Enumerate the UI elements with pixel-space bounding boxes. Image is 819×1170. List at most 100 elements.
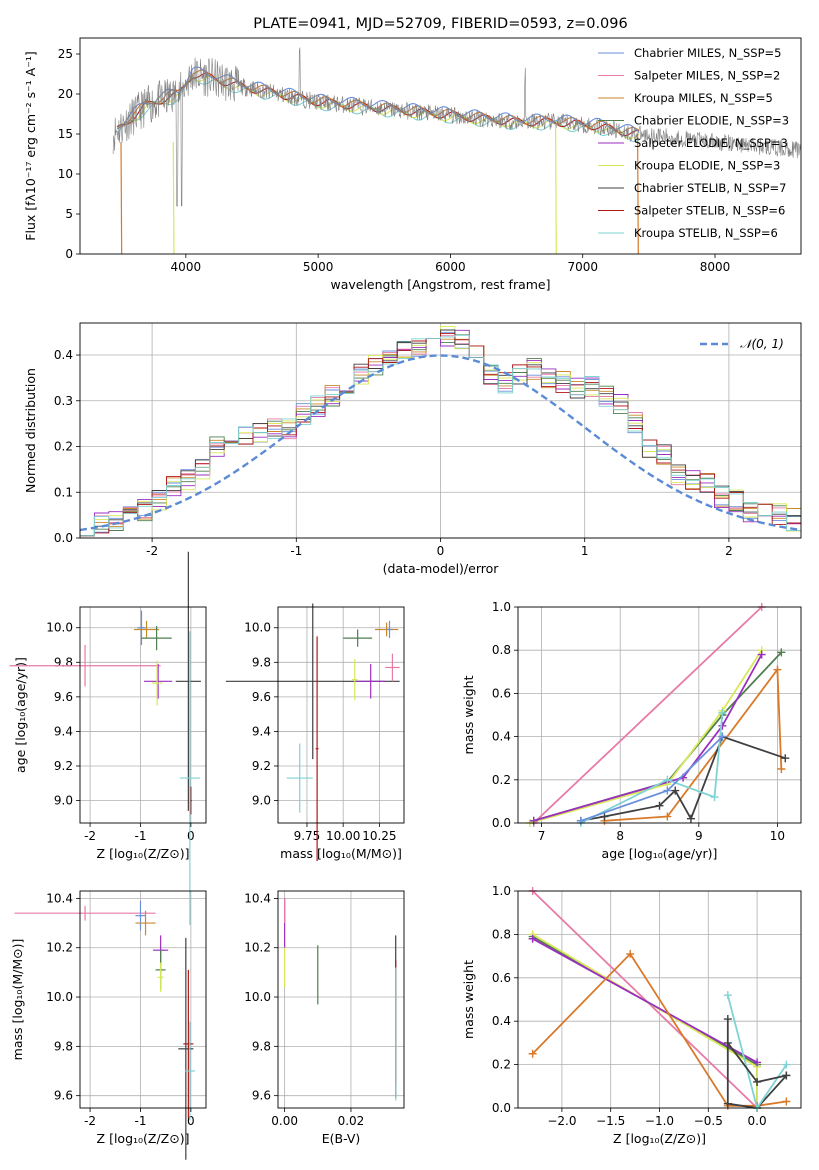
y-tick-label: 15 bbox=[58, 127, 73, 141]
x-tick-label: 9 bbox=[695, 829, 703, 843]
x-tick-label: -1 bbox=[134, 829, 146, 843]
y-tick-label: 10.0 bbox=[244, 621, 271, 635]
y-tick-label: 9.6 bbox=[54, 690, 73, 704]
x-tick-label: 10 bbox=[770, 829, 785, 843]
mass-weight-marker bbox=[686, 814, 695, 823]
x-tick-label: 4000 bbox=[171, 260, 202, 274]
y-tick-label: 10.4 bbox=[46, 891, 73, 905]
x-tick-label: 7 bbox=[538, 829, 546, 843]
y-axis-label: Flux [fλ10⁻¹⁷ erg cm⁻² s⁻¹ A⁻¹] bbox=[23, 51, 38, 240]
y-axis-label: mass [log₁₀(M/M⊙)] bbox=[10, 939, 25, 1061]
y-axis-label: age [log₁₀(age/yr)] bbox=[13, 657, 28, 773]
x-axis-label: E(B-V) bbox=[322, 1131, 361, 1146]
mass-weight-line bbox=[604, 667, 783, 822]
y-tick-label: 0.1 bbox=[54, 485, 73, 499]
y-tick-label: 9.6 bbox=[54, 1089, 73, 1103]
axes-frame bbox=[277, 890, 405, 1109]
y-tick-label: 0.8 bbox=[492, 643, 511, 657]
x-tick-label: 6000 bbox=[435, 260, 466, 274]
axes-age-vs-mass bbox=[278, 607, 404, 823]
mass-weight-marker bbox=[781, 754, 790, 763]
axes-mass-vs-EBV bbox=[278, 891, 404, 1108]
y-tick-label: 10.0 bbox=[46, 990, 73, 1004]
mass-weight-marker bbox=[782, 1071, 791, 1080]
axes-frame bbox=[517, 606, 802, 824]
y-tick-label: 0.2 bbox=[492, 1058, 511, 1072]
y-tick-label: 9.8 bbox=[252, 1039, 271, 1053]
legend-label: Chabrier MILES, N_SSP=5 bbox=[634, 46, 781, 60]
legend-label: Kroupa MILES, N_SSP=5 bbox=[634, 91, 773, 105]
x-tick-label: 0 bbox=[187, 1114, 195, 1128]
axes-age-vs-Z bbox=[80, 607, 206, 823]
axes-frame bbox=[79, 606, 207, 824]
mass-weight-line bbox=[532, 937, 758, 1064]
y-tick-label: 0.6 bbox=[492, 971, 511, 985]
y-tick-label: 9.4 bbox=[54, 724, 73, 738]
model-spectrum-line bbox=[116, 72, 640, 137]
legend-label: Kroupa STELIB, N_SSP=6 bbox=[634, 226, 778, 240]
y-tick-label: 10.0 bbox=[244, 990, 271, 1004]
mass-weight-marker bbox=[718, 708, 727, 717]
x-tick-label: 2 bbox=[725, 544, 733, 558]
mass-weight-marker bbox=[753, 1058, 762, 1067]
x-tick-label: -2 bbox=[84, 829, 96, 843]
observed-spectrum-line bbox=[112, 47, 801, 207]
legend-label: Kroupa ELODIE, N_SSP=3 bbox=[634, 159, 780, 173]
mass-weight-marker bbox=[718, 721, 727, 730]
x-axis-label: age [log₁₀(age/yr)] bbox=[602, 846, 718, 861]
mass-weight-marker bbox=[576, 816, 585, 825]
model-edge-line bbox=[554, 125, 557, 254]
y-axis-label: mass weight bbox=[461, 675, 476, 754]
mass-weight-marker bbox=[626, 949, 635, 958]
mass-weight-marker bbox=[782, 1060, 791, 1069]
y-tick-label: 9.6 bbox=[252, 1089, 271, 1103]
y-tick-label: 0.6 bbox=[492, 686, 511, 700]
y-tick-label: 9.8 bbox=[54, 655, 73, 669]
x-axis-label: Z [log₁₀(Z/Z⊙)] bbox=[97, 846, 190, 861]
mass-weight-marker bbox=[600, 812, 609, 821]
residual-histogram-step bbox=[80, 334, 801, 537]
model-spectrum-line bbox=[116, 66, 640, 133]
x-tick-label: -1 bbox=[134, 1114, 146, 1128]
mass-weight-marker bbox=[663, 786, 672, 795]
legend-label: 𝒩(0, 1) bbox=[740, 337, 784, 351]
x-tick-label: -2 bbox=[146, 544, 158, 558]
y-axis-label: Normed distribution bbox=[23, 368, 38, 493]
y-axis-label: mass weight bbox=[461, 960, 476, 1039]
mass-weight-marker bbox=[753, 1077, 762, 1086]
x-tick-label: −1.5 bbox=[596, 1114, 625, 1128]
legend-label: Chabrier ELODIE, N_SSP=3 bbox=[634, 114, 789, 128]
y-tick-label: 9.6 bbox=[252, 690, 271, 704]
mass-weight-marker bbox=[528, 1049, 537, 1058]
mass-weight-line bbox=[533, 606, 763, 824]
y-tick-label: 20 bbox=[58, 87, 73, 101]
legend-label: Salpeter STELIB, N_SSP=6 bbox=[634, 204, 785, 218]
model-edge-line bbox=[637, 133, 639, 254]
x-axis-label: (data-model)/error bbox=[383, 561, 500, 576]
mass-weight-marker bbox=[655, 801, 664, 810]
axes-frame bbox=[277, 606, 405, 824]
mass-weight-marker bbox=[529, 816, 538, 825]
axes-frame bbox=[79, 37, 802, 255]
mass-weight-marker bbox=[723, 1099, 732, 1108]
mass-weight-marker bbox=[773, 665, 782, 674]
x-tick-label: 0 bbox=[187, 829, 195, 843]
x-axis-label: Z [log₁₀(Z/Z⊙)] bbox=[613, 1131, 706, 1146]
y-tick-label: 9.8 bbox=[252, 655, 271, 669]
x-tick-label: −2.0 bbox=[547, 1114, 576, 1128]
mass-weight-marker bbox=[782, 1097, 791, 1106]
x-tick-label: −0.5 bbox=[694, 1114, 723, 1128]
mass-weight-marker bbox=[777, 648, 786, 657]
residual-histogram-step bbox=[80, 329, 801, 537]
x-tick-label: -1 bbox=[290, 544, 302, 558]
normal-curve bbox=[79, 354, 802, 532]
y-tick-label: 0.4 bbox=[54, 348, 73, 362]
x-tick-label: −1.0 bbox=[645, 1114, 674, 1128]
y-tick-label: 9.0 bbox=[252, 794, 271, 808]
x-tick-label: 7000 bbox=[567, 260, 598, 274]
model-edge-line bbox=[172, 141, 175, 254]
mass-weight-line bbox=[533, 654, 763, 822]
y-tick-label: 0.2 bbox=[54, 440, 73, 454]
y-tick-label: 10.0 bbox=[46, 621, 73, 635]
